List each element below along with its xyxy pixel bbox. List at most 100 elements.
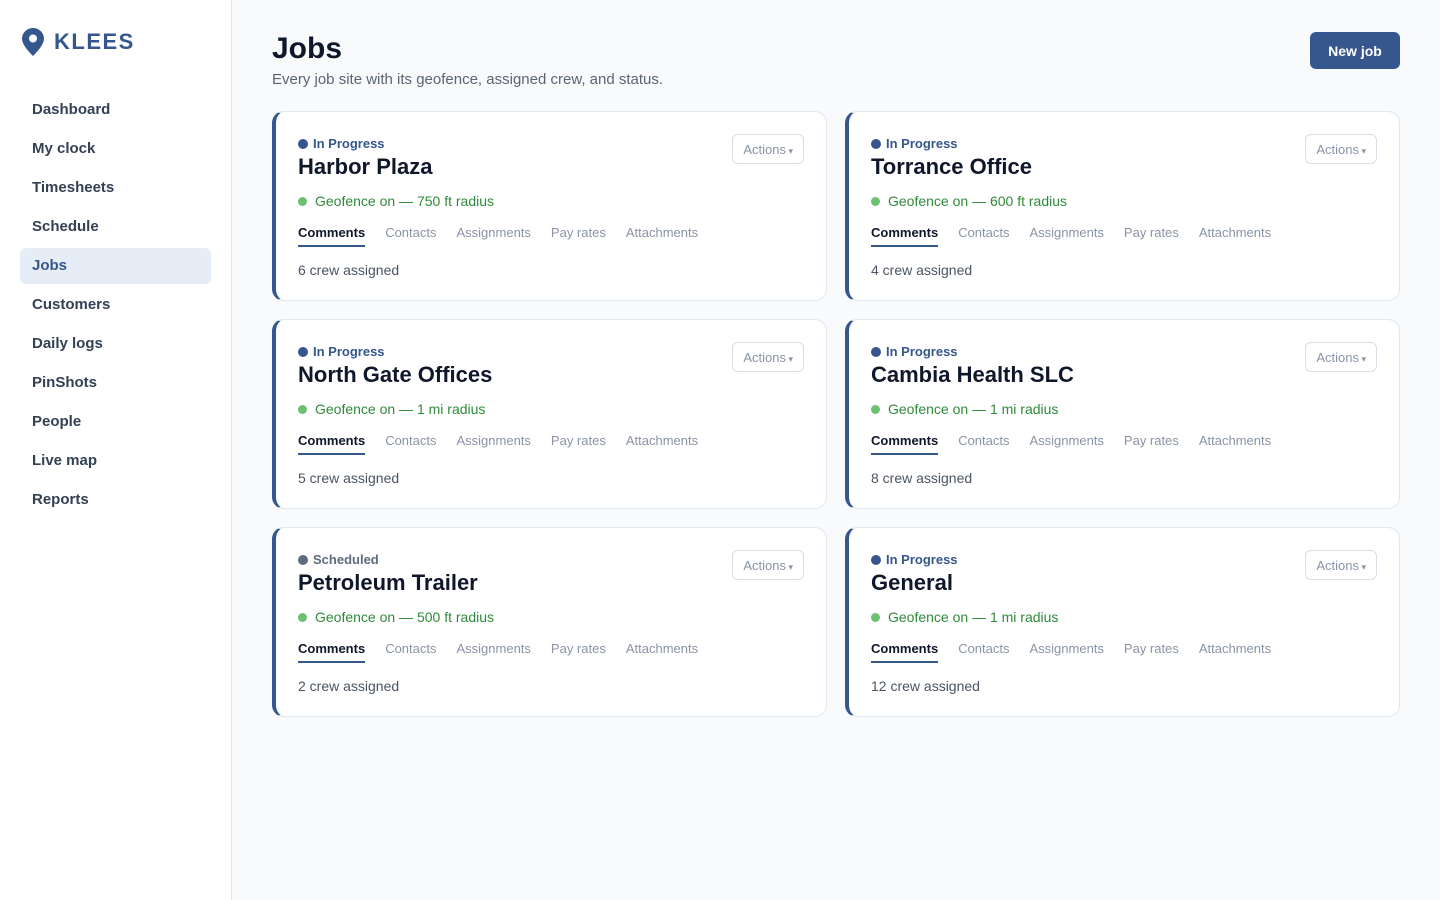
job-status: In Progress xyxy=(298,136,385,151)
crew-count: 12 crew assigned xyxy=(871,678,980,694)
nav-item[interactable]: People xyxy=(32,413,82,430)
card-tab[interactable]: Comments xyxy=(298,225,366,247)
job-status: In Progress xyxy=(298,344,385,359)
card-tab[interactable]: Attachments xyxy=(1198,225,1272,240)
nav-item[interactable]: Jobs xyxy=(20,248,211,284)
card-tab[interactable]: Assignments xyxy=(456,225,531,240)
card-tab[interactable]: Attachments xyxy=(625,641,699,656)
card-tab[interactable]: Comments xyxy=(871,641,939,663)
status-dot xyxy=(298,554,308,565)
actions-button[interactable]: Actions xyxy=(732,342,804,372)
new-job-button[interactable]: New job xyxy=(1310,32,1400,69)
card-tab[interactable]: Contacts xyxy=(958,225,1010,240)
job-status: Scheduled xyxy=(298,552,379,567)
card-tab[interactable]: Attachments xyxy=(625,225,699,240)
card-tab[interactable]: Attachments xyxy=(1198,641,1272,656)
card-tab[interactable]: Assignments xyxy=(456,433,531,448)
crew-count: 2 crew assigned xyxy=(298,678,400,694)
geofence-label: Geofence on — 1 mi radius xyxy=(888,401,1059,417)
card-tab[interactable]: Contacts xyxy=(385,641,437,656)
job-status: In Progress xyxy=(871,552,958,567)
geofence-label: Geofence on — 1 mi radius xyxy=(888,609,1059,625)
status-dot xyxy=(298,346,308,357)
card-tab[interactable]: Attachments xyxy=(1198,433,1272,448)
geofence-label: Geofence on — 600 ft radius xyxy=(888,193,1067,209)
card-tabs: Comments Contacts Assignments Pay rates Atta… xyxy=(871,225,1271,247)
status-dot xyxy=(871,346,881,357)
geofence-label: Geofence on — 750 ft radius xyxy=(315,193,494,209)
geofence-dot xyxy=(871,196,880,206)
actions-button[interactable]: Actions xyxy=(1305,550,1377,580)
nav-item[interactable]: My clock xyxy=(32,140,96,157)
job-name: Cambia Health SLC xyxy=(871,362,1074,387)
geofence-dot xyxy=(298,612,307,622)
geofence-dot xyxy=(298,404,307,414)
page-subtitle: Every job site with its geofence, assign… xyxy=(272,71,664,88)
card-tab[interactable]: Contacts xyxy=(385,225,437,240)
nav-item[interactable]: Reports xyxy=(32,491,89,508)
geofence: Geofence on — 1 mi radius xyxy=(871,401,1058,417)
card-tab[interactable]: Attachments xyxy=(625,433,699,448)
actions-button[interactable]: Actions xyxy=(732,134,804,164)
nav-item[interactable]: PinShots xyxy=(32,374,98,391)
status-dot xyxy=(871,138,881,149)
nav-item[interactable]: Live map xyxy=(32,452,98,469)
card-tab[interactable]: Contacts xyxy=(385,433,437,448)
card-tab[interactable]: Pay rates xyxy=(1123,433,1179,448)
actions-button[interactable]: Actions xyxy=(1305,342,1377,372)
brand: KLEES xyxy=(22,28,135,56)
geofence: Geofence on — 1 mi radius xyxy=(298,401,485,417)
nav-item[interactable]: Schedule xyxy=(32,218,99,235)
card-tabs: Comments Contacts Assignments Pay rates Atta… xyxy=(298,433,698,455)
geofence-dot xyxy=(871,612,880,622)
job-name: Harbor Plaza xyxy=(298,154,433,179)
status-dot xyxy=(871,554,881,565)
card-tab[interactable]: Comments xyxy=(871,433,939,455)
job-name: General xyxy=(871,570,953,595)
card-tab[interactable]: Comments xyxy=(298,641,366,663)
geofence: Geofence on — 600 ft radius xyxy=(871,193,1067,209)
crew-count: 6 crew assigned xyxy=(298,262,400,278)
job-name: North Gate Offices xyxy=(298,362,493,387)
page-title: Jobs xyxy=(272,32,343,65)
crew-count: 8 crew assigned xyxy=(871,470,973,486)
card-tab[interactable]: Pay rates xyxy=(1123,641,1179,656)
card-tab[interactable]: Contacts xyxy=(958,433,1010,448)
logo-pin xyxy=(22,28,44,56)
job-card: In Progress North Gate Offices Geofence on… xyxy=(272,319,827,509)
job-name: Petroleum Trailer xyxy=(298,570,478,595)
geofence-dot xyxy=(298,196,307,206)
card-tabs: Comments Contacts Assignments Pay rates Atta… xyxy=(871,433,1271,455)
status-label: In Progress xyxy=(886,344,958,359)
card-tab[interactable]: Assignments xyxy=(1029,641,1104,656)
card-tab[interactable]: Comments xyxy=(298,433,366,455)
status-label: In Progress xyxy=(313,136,385,151)
nav-item[interactable]: Timesheets xyxy=(32,179,115,196)
job-name: Torrance Office xyxy=(871,154,1032,179)
card-tab[interactable]: Pay rates xyxy=(550,641,606,656)
job-card: In Progress General Geofence on — 1 mi rad… xyxy=(845,527,1400,717)
nav-item[interactable]: Customers xyxy=(32,296,111,313)
card-tabs: Comments Contacts Assignments Pay rates Atta… xyxy=(298,641,698,663)
status-label: In Progress xyxy=(313,344,385,359)
job-card: In Progress Cambia Health SLC Geofence on … xyxy=(845,319,1400,509)
card-tab[interactable]: Assignments xyxy=(1029,433,1104,448)
nav-item[interactable]: Daily logs xyxy=(32,335,103,352)
card-tabs: Comments Contacts Assignments Pay rates Atta… xyxy=(871,641,1271,663)
card-tab[interactable]: Pay rates xyxy=(1123,225,1179,240)
card-tab[interactable]: Comments xyxy=(871,225,939,247)
card-tab[interactable]: Assignments xyxy=(1029,225,1104,240)
card-tab[interactable]: Assignments xyxy=(456,641,531,656)
status-dot xyxy=(298,138,308,149)
card-tab[interactable]: Contacts xyxy=(958,641,1010,656)
actions-button[interactable]: Actions xyxy=(1305,134,1377,164)
geofence: Geofence on — 500 ft radius xyxy=(298,609,494,625)
actions-button[interactable]: Actions xyxy=(732,550,804,580)
card-tab[interactable]: Pay rates xyxy=(550,225,606,240)
card-tab[interactable]: Pay rates xyxy=(550,433,606,448)
nav: Dashboard My clock Timesheets Schedule Jobs C… xyxy=(20,92,211,521)
job-status: In Progress xyxy=(871,136,958,151)
geofence: Geofence on — 1 mi radius xyxy=(871,609,1058,625)
nav-item[interactable]: Dashboard xyxy=(32,101,111,118)
